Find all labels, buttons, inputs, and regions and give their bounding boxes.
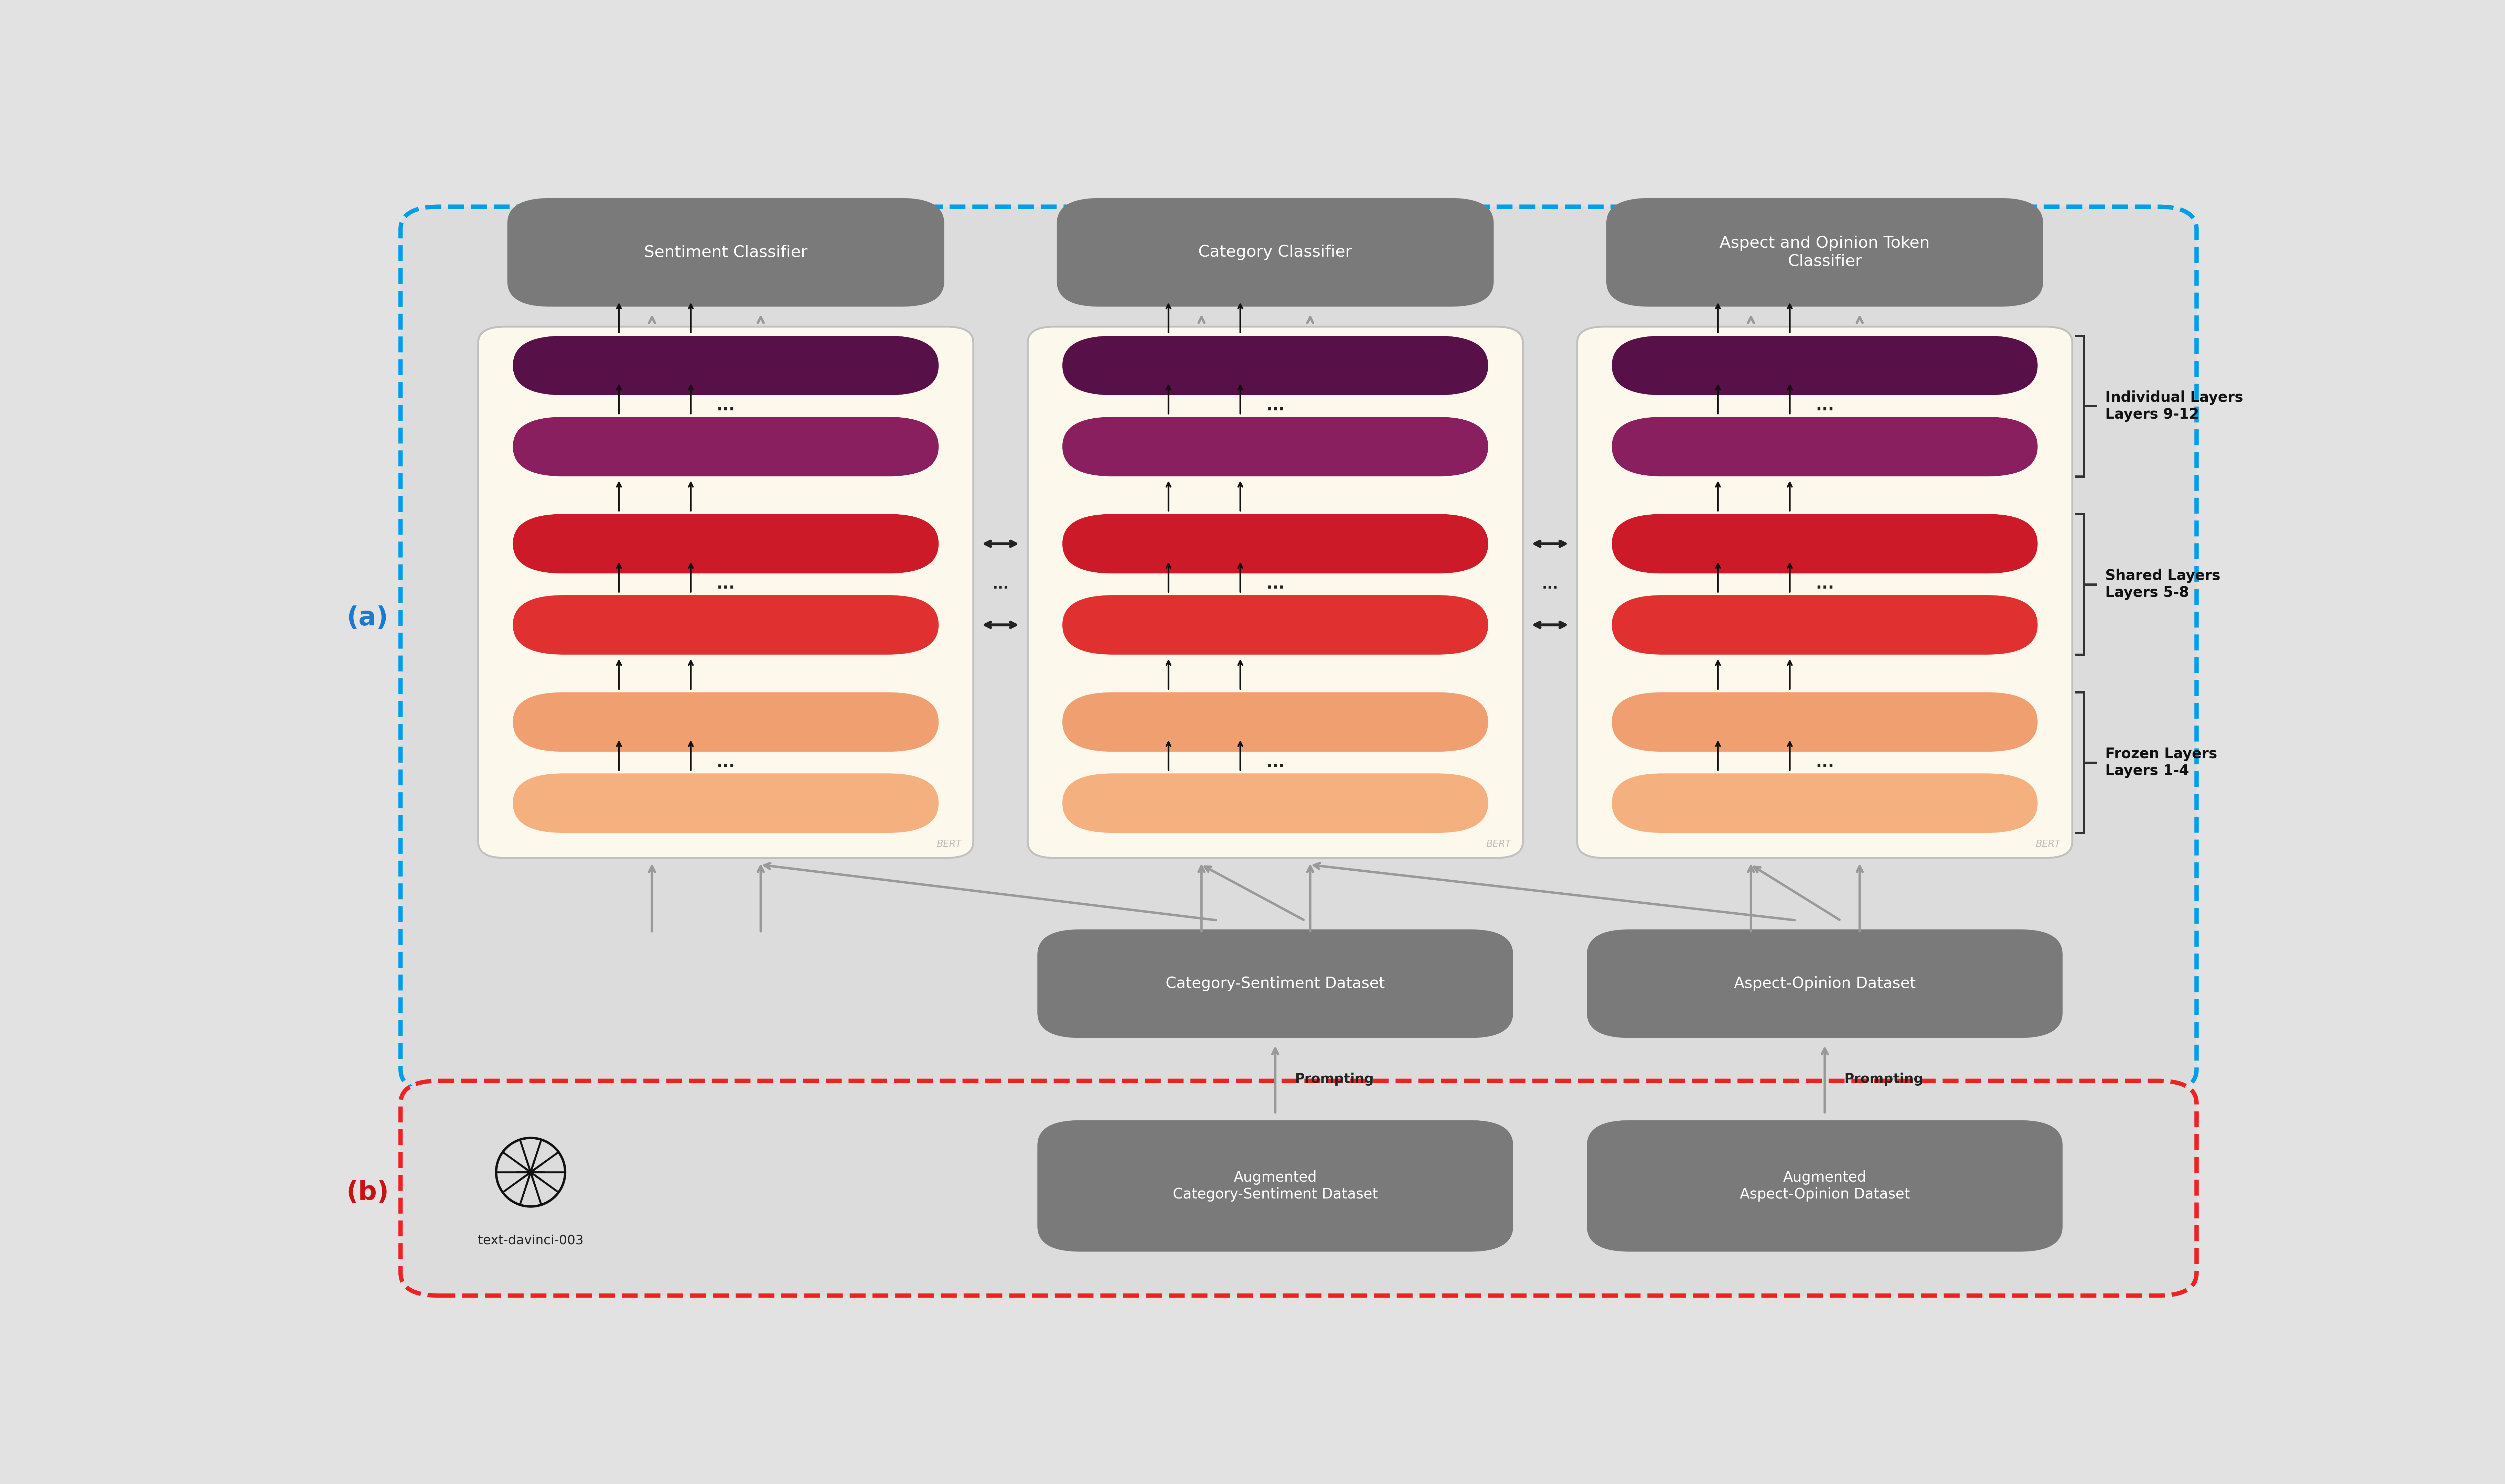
- Text: Category-Sentiment Dataset: Category-Sentiment Dataset: [1165, 976, 1385, 991]
- FancyBboxPatch shape: [1611, 692, 2037, 752]
- Text: ...: ...: [1265, 398, 1285, 414]
- FancyBboxPatch shape: [1037, 1120, 1513, 1251]
- FancyBboxPatch shape: [1062, 417, 1488, 476]
- Text: Aspect-Opinion Dataset: Aspect-Opinion Dataset: [1733, 976, 1916, 991]
- Text: text-davinci-003: text-davinci-003: [478, 1235, 584, 1247]
- FancyBboxPatch shape: [1586, 1120, 2062, 1251]
- Text: ...: ...: [716, 398, 734, 414]
- Text: Category Classifier: Category Classifier: [1197, 245, 1353, 260]
- FancyBboxPatch shape: [1586, 929, 2062, 1037]
- Text: ...: ...: [716, 755, 734, 770]
- Text: ...: ...: [1265, 755, 1285, 770]
- Text: Frozen Layers
Layers 1-4: Frozen Layers Layers 1-4: [2104, 746, 2217, 778]
- FancyBboxPatch shape: [1611, 513, 2037, 573]
- Text: (b): (b): [346, 1180, 388, 1205]
- Text: BERT: BERT: [937, 838, 962, 849]
- FancyBboxPatch shape: [1062, 513, 1488, 573]
- Text: Augmented
Category-Sentiment Dataset: Augmented Category-Sentiment Dataset: [1172, 1171, 1378, 1202]
- Text: Prompting: Prompting: [1844, 1073, 1924, 1086]
- FancyBboxPatch shape: [1611, 773, 2037, 833]
- Text: ...: ...: [1816, 577, 1834, 592]
- FancyBboxPatch shape: [1611, 335, 2037, 395]
- FancyBboxPatch shape: [514, 335, 939, 395]
- FancyBboxPatch shape: [401, 1080, 2197, 1296]
- FancyBboxPatch shape: [1062, 335, 1488, 395]
- FancyBboxPatch shape: [1611, 417, 2037, 476]
- FancyBboxPatch shape: [509, 197, 944, 307]
- FancyBboxPatch shape: [514, 595, 939, 654]
- Text: ...: ...: [1816, 398, 1834, 414]
- Text: ...: ...: [716, 577, 734, 592]
- Text: Shared Layers
Layers 5-8: Shared Layers Layers 5-8: [2104, 568, 2219, 600]
- Text: BERT: BERT: [2037, 838, 2062, 849]
- FancyBboxPatch shape: [1027, 326, 1523, 858]
- FancyBboxPatch shape: [401, 206, 2197, 1092]
- Text: ...: ...: [1541, 577, 1558, 592]
- FancyBboxPatch shape: [1057, 197, 1493, 307]
- FancyBboxPatch shape: [514, 513, 939, 573]
- Text: Individual Layers
Layers 9-12: Individual Layers Layers 9-12: [2104, 390, 2242, 421]
- FancyBboxPatch shape: [478, 326, 974, 858]
- Text: BERT: BERT: [1485, 838, 1511, 849]
- Text: ...: ...: [992, 577, 1010, 592]
- Text: ...: ...: [1816, 755, 1834, 770]
- FancyBboxPatch shape: [1578, 326, 2072, 858]
- FancyBboxPatch shape: [514, 773, 939, 833]
- FancyBboxPatch shape: [1037, 929, 1513, 1037]
- FancyBboxPatch shape: [514, 417, 939, 476]
- FancyBboxPatch shape: [1062, 773, 1488, 833]
- FancyBboxPatch shape: [1062, 692, 1488, 752]
- FancyBboxPatch shape: [1062, 595, 1488, 654]
- FancyBboxPatch shape: [1611, 595, 2037, 654]
- Text: (a): (a): [346, 605, 388, 631]
- FancyBboxPatch shape: [1606, 197, 2044, 307]
- Text: Prompting: Prompting: [1295, 1073, 1373, 1086]
- FancyBboxPatch shape: [514, 692, 939, 752]
- Text: ...: ...: [1265, 577, 1285, 592]
- Text: Sentiment Classifier: Sentiment Classifier: [644, 245, 807, 260]
- Text: Augmented
Aspect-Opinion Dataset: Augmented Aspect-Opinion Dataset: [1738, 1171, 1909, 1202]
- Text: Aspect and Opinion Token
Classifier: Aspect and Opinion Token Classifier: [1718, 236, 1929, 269]
